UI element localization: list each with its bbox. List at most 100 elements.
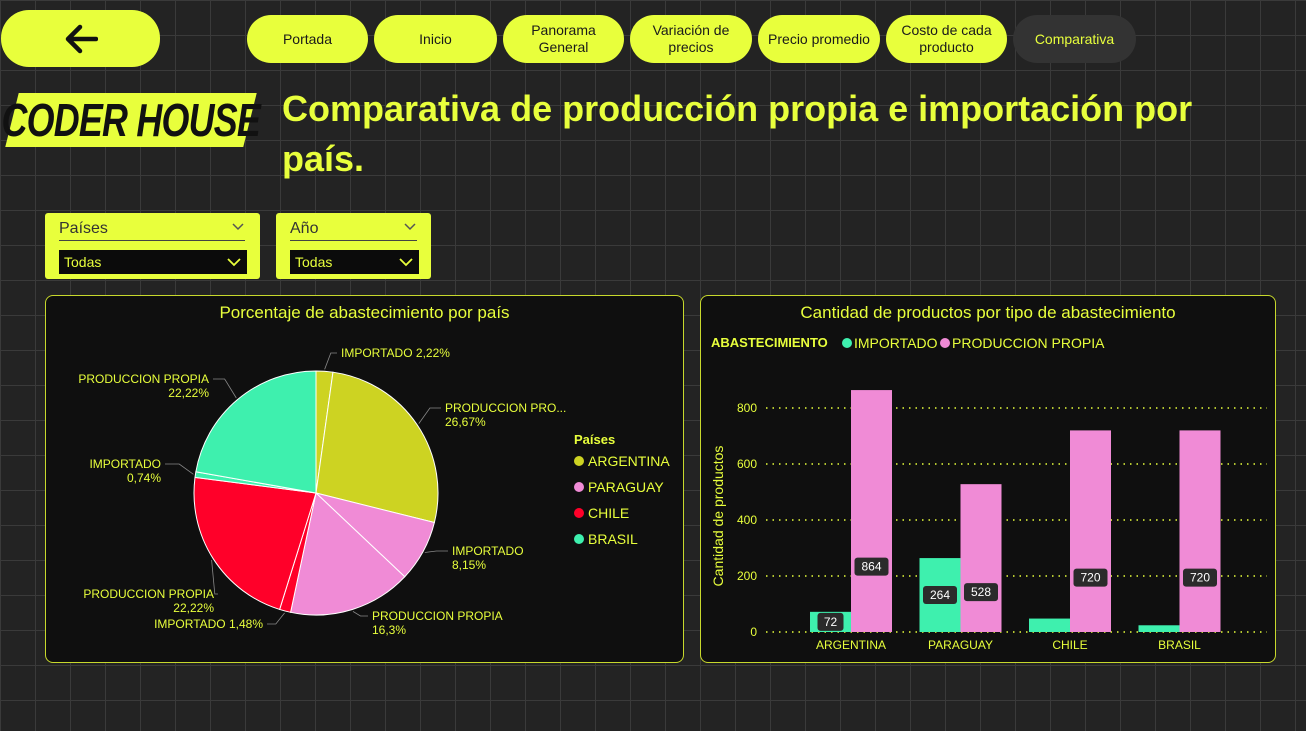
bar-data-label: 72 xyxy=(824,615,838,629)
pie-legend-item[interactable]: PARAGUAY xyxy=(588,479,664,495)
y-tick-label: 600 xyxy=(737,457,757,471)
pie-slice-label: PRODUCCION PRO... 26,67% xyxy=(445,401,566,429)
bar-data-label: 720 xyxy=(1080,571,1100,585)
pie-slice-label: IMPORTADO 0,74% xyxy=(89,457,161,485)
tab-inicio[interactable]: Inicio xyxy=(374,15,497,63)
pie-legend-item[interactable]: CHILE xyxy=(588,505,629,521)
pie-leader-line xyxy=(267,612,285,625)
bar-data-label: 720 xyxy=(1190,571,1210,585)
bar[interactable] xyxy=(1029,618,1070,632)
tab-panorama-general[interactable]: Panorama General xyxy=(503,15,624,63)
pie-slice-label: IMPORTADO 1,48% xyxy=(154,617,263,631)
pie-slice[interactable] xyxy=(289,492,406,616)
y-tick-label: 400 xyxy=(737,513,757,527)
y-tick-label: 0 xyxy=(750,625,757,639)
bar[interactable] xyxy=(1138,625,1180,632)
filter-anio: Año Todas xyxy=(276,213,431,279)
pie-leader-line xyxy=(352,611,368,617)
legend-marker xyxy=(574,482,584,492)
bar-chart-panel: Cantidad de productos por tipo de abaste… xyxy=(700,295,1276,663)
pie-legend-item[interactable]: ARGENTINA xyxy=(588,453,670,469)
legend-marker xyxy=(842,338,852,348)
pie-chart-title: Porcentaje de abastecimiento por país xyxy=(219,303,510,322)
filter-paises-label: Países xyxy=(59,220,108,237)
pie-leader-line xyxy=(418,407,441,424)
chevron-down-icon xyxy=(399,258,413,267)
paises-dropdown-value: Todas xyxy=(64,254,102,270)
tab-label: Comparativa xyxy=(1034,30,1115,47)
filter-anio-label: Año xyxy=(290,220,319,237)
bar-data-label: 264 xyxy=(930,588,950,602)
tab-variacion-precios[interactable]: Variación de precios xyxy=(630,15,752,63)
back-button[interactable] xyxy=(1,10,160,67)
y-tick-label: 200 xyxy=(737,569,757,583)
arrow-left-icon xyxy=(65,24,98,53)
pie-leader-line xyxy=(324,352,337,370)
pie-legend-item[interactable]: BRASIL xyxy=(588,531,638,547)
pie-chart-panel: Porcentaje de abastecimiento por país IM… xyxy=(45,295,684,663)
legend-marker xyxy=(574,534,584,544)
bar-legend-item[interactable]: IMPORTADO xyxy=(854,335,938,351)
bar[interactable] xyxy=(960,484,1002,632)
legend-marker xyxy=(940,338,950,348)
paises-dropdown[interactable]: Todas xyxy=(59,250,247,274)
pie-slice[interactable] xyxy=(195,370,317,494)
pie-chart: IMPORTADO 2,22% PRODUCCION PRO... 26,67% IM… xyxy=(78,346,670,637)
pie-slice[interactable] xyxy=(193,476,317,611)
bar-chart: ABASTECIMIENTO IMPORTADO PRODUCCION PROPIA… xyxy=(710,335,1267,652)
divider xyxy=(290,240,417,241)
tab-label: Panorama General xyxy=(531,22,596,55)
filter-paises: Países Todas xyxy=(45,213,260,279)
tab-label: Costo de cada producto xyxy=(901,22,992,55)
y-tick-label: 800 xyxy=(737,401,757,415)
pie-slice[interactable] xyxy=(315,371,439,524)
coderhouse-logo: CODER HOUSE xyxy=(2,93,260,147)
data-label-box xyxy=(1183,568,1217,587)
data-label-box xyxy=(964,583,998,602)
bar-legend-title: ABASTECIMIENTO xyxy=(711,335,828,350)
tab-label: Precio promedio xyxy=(768,30,870,47)
bar[interactable] xyxy=(1070,430,1111,632)
tab-label: Portada xyxy=(282,30,333,47)
data-label-box xyxy=(854,557,889,576)
tab-portada[interactable]: Portada xyxy=(247,15,368,63)
bar[interactable] xyxy=(1179,430,1221,632)
legend-marker xyxy=(574,456,584,466)
bar-chart-title: Cantidad de productos por tipo de abaste… xyxy=(800,303,1176,322)
data-label-box xyxy=(923,586,957,605)
logo-text: CODER HOUSE xyxy=(1,94,261,146)
anio-dropdown[interactable]: Todas xyxy=(290,250,419,274)
anio-dropdown-value: Todas xyxy=(295,254,333,270)
pie-slice-label: IMPORTADO 8,15% xyxy=(452,544,524,572)
divider xyxy=(59,240,245,241)
tab-label: Inicio xyxy=(419,30,452,47)
bar-legend-item[interactable]: PRODUCCION PROPIA xyxy=(952,335,1105,351)
tab-label: Variación de precios xyxy=(652,22,730,55)
pie-leader-line xyxy=(213,378,237,399)
pie-slice-label: PRODUCCION PROPIA 16,3% xyxy=(372,609,503,637)
x-tick-label: PARAGUAY xyxy=(928,638,993,652)
page-title: Comparativa de producción propia e impor… xyxy=(282,88,1193,179)
bar-data-label: 864 xyxy=(861,560,881,574)
data-label-box xyxy=(817,612,844,631)
pie-leader-line xyxy=(211,559,218,595)
tab-comparativa[interactable]: Comparativa xyxy=(1013,15,1136,63)
pie-leader-line xyxy=(424,550,448,553)
legend-marker xyxy=(574,508,584,518)
pie-legend-title: Países xyxy=(574,432,615,447)
data-label-box xyxy=(1073,568,1108,587)
pie-slice-label: PRODUCCION PROPIA 22,22% xyxy=(83,587,214,615)
x-tick-label: BRASIL xyxy=(1158,638,1201,652)
bar[interactable] xyxy=(851,390,892,632)
pie-slice-label: PRODUCCION PROPIA 22,22% xyxy=(78,372,209,400)
tab-precio-promedio[interactable]: Precio promedio xyxy=(758,15,880,63)
y-axis-label: Cantidad de productos xyxy=(710,446,726,587)
x-tick-label: CHILE xyxy=(1052,638,1087,652)
chevron-down-icon[interactable] xyxy=(404,223,416,231)
bar-data-label: 528 xyxy=(971,585,991,599)
x-tick-label: ARGENTINA xyxy=(816,638,886,652)
chevron-down-icon[interactable] xyxy=(232,223,244,231)
tab-costo-producto[interactable]: Costo de cada producto xyxy=(886,15,1007,63)
pie-leader-line xyxy=(165,463,194,475)
chevron-down-icon xyxy=(227,258,241,267)
